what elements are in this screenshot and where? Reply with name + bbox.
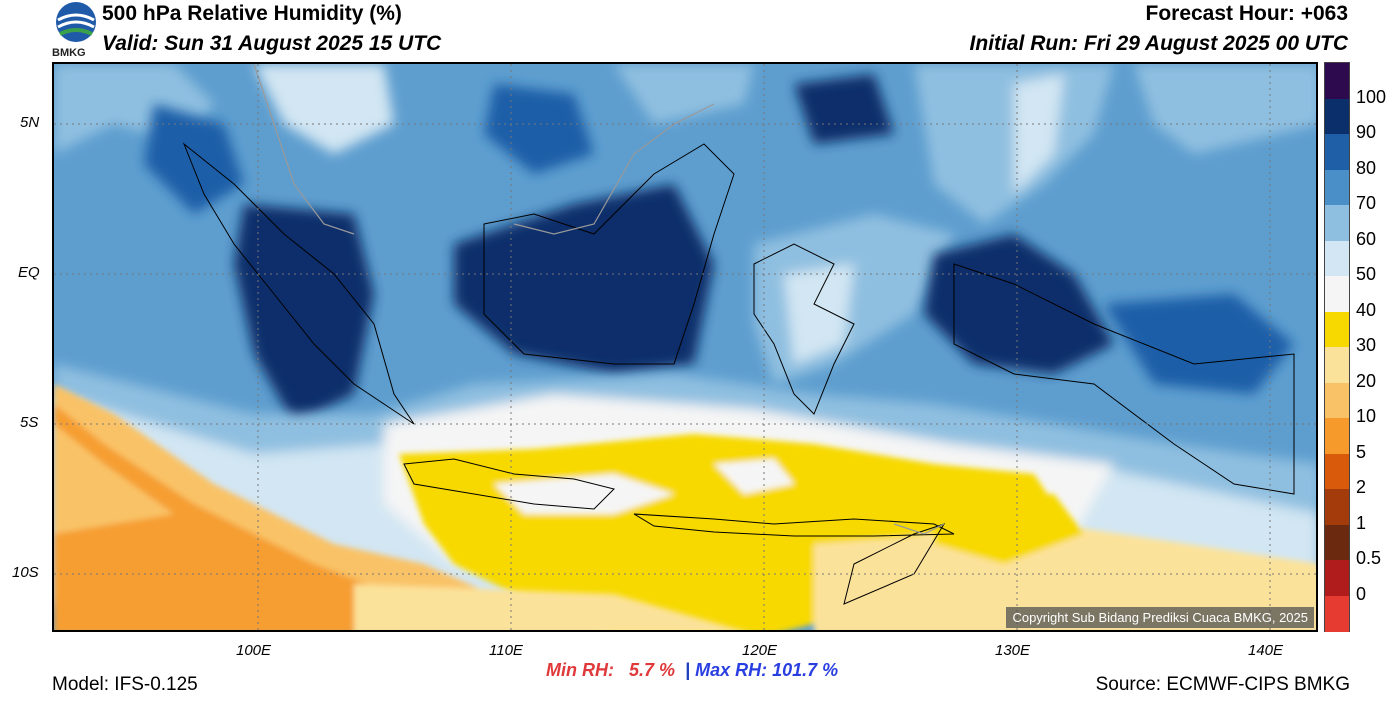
colorbar-segment — [1325, 418, 1349, 454]
stats-separator: | — [685, 660, 691, 680]
lon-label-120e: 120E — [742, 642, 778, 659]
colorbar-label: 30 — [1356, 335, 1377, 355]
colorbar-label: 10 — [1356, 406, 1377, 426]
initial-run: Initial Run: Fri 29 August 2025 00 UTC — [969, 32, 1348, 55]
colorbar-segment — [1325, 311, 1349, 348]
colorbar-label: 70 — [1356, 193, 1377, 213]
dry-belt — [399, 434, 1316, 630]
colorbar-label: 40 — [1356, 299, 1377, 320]
colorbar-label: 1 — [1356, 512, 1367, 533]
chart-title: 500 hPa Relative Humidity (%) — [102, 2, 402, 25]
logo-text: BMKG — [52, 47, 86, 59]
lat-label-5s: 5S — [20, 414, 39, 431]
min-max-stats: Min RH: 5.7 % | Max RH: 101.7 % — [546, 660, 838, 681]
colorbar-segment — [1325, 489, 1349, 525]
colorbar-label: 0.5 — [1356, 548, 1382, 568]
colorbar-segment — [1325, 347, 1349, 383]
humidity-map: Copyright Sub Bidang Prediksi Cuaca BMKG… — [52, 62, 1318, 632]
borders — [253, 64, 945, 535]
colorbar-segment — [1325, 169, 1349, 206]
colorbar-segment — [1325, 98, 1349, 135]
colorbar-segment — [1325, 63, 1349, 99]
colorbar-label: 0 — [1356, 583, 1367, 604]
colorbar-label: 100 — [1356, 86, 1387, 107]
colorbar-label: 90 — [1356, 122, 1377, 142]
lat-label-eq: EQ — [18, 264, 40, 281]
copyright: Copyright Sub Bidang Prediksi Cuaca BMKG… — [1006, 607, 1314, 628]
coastlines — [182, 142, 1295, 605]
colorbar-segment — [1325, 240, 1349, 277]
colorbar-segment — [1325, 382, 1349, 419]
bmkg-logo — [52, 0, 100, 60]
colorbar-segment — [1325, 276, 1349, 312]
colorbar-label: 80 — [1356, 157, 1377, 178]
min-rh-label: Min RH: — [546, 660, 614, 680]
colorbar-segment — [1325, 524, 1349, 561]
max-rh-label: Max RH: — [695, 660, 768, 680]
colorbar-segment — [1325, 453, 1349, 490]
valid-time: Valid: Sun 31 August 2025 15 UTC — [102, 32, 442, 55]
forecast-hour: Forecast Hour: +063 — [1145, 2, 1349, 25]
high-humidity-patches — [144, 74, 1294, 424]
lon-label-130e: 130E — [995, 642, 1031, 659]
colorbar — [1324, 62, 1350, 632]
source-label: Source: ECMWF-CIPS BMKG — [1095, 674, 1350, 695]
colorbar-segment — [1325, 205, 1349, 241]
colorbar-label: 60 — [1356, 228, 1377, 249]
colorbar-segment — [1325, 134, 1349, 170]
lon-label-140e: 140E — [1248, 642, 1284, 659]
lon-label-100e: 100E — [236, 642, 272, 659]
lat-label-10s: 10S — [12, 564, 39, 581]
colorbar-label: 20 — [1356, 370, 1377, 391]
map-canvas — [54, 64, 1316, 630]
colorbar-segment — [1325, 560, 1349, 596]
max-rh-value: 101.7 % — [772, 660, 839, 680]
model-label: Model: IFS-0.125 — [52, 674, 198, 695]
colorbar-label: 5 — [1356, 441, 1367, 462]
colorbar-segment — [1325, 595, 1349, 632]
colorbar-label: 2 — [1356, 477, 1367, 497]
graticule — [54, 64, 1316, 630]
min-rh-value: 5.7 % — [629, 660, 676, 680]
colorbar-label: 50 — [1356, 264, 1377, 284]
lat-label-5n: 5N — [20, 114, 40, 131]
lon-label-110e: 110E — [489, 642, 523, 659]
